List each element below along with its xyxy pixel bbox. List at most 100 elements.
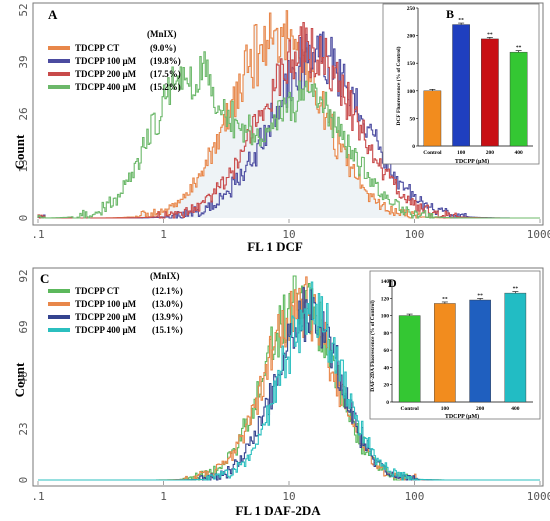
legend-mnix-value: (17.5%) — [150, 69, 181, 79]
legend-mnix-value: (12.1%) — [152, 286, 183, 296]
panel-d-label: D — [388, 276, 397, 290]
y-tick-label: 50 — [410, 116, 416, 122]
histogram-series-line — [37, 10, 540, 219]
legend-mnix-value: (19.8%) — [150, 56, 181, 66]
bar — [452, 24, 470, 147]
legend-mnix-value: (15.1%) — [152, 325, 183, 335]
panel-d-bar-chart: D DAF-2DA Fluorescence (% of Control) TD… — [369, 270, 541, 420]
bar — [504, 292, 527, 403]
category-label: 400 — [515, 150, 524, 156]
bar — [509, 51, 528, 147]
panel-a-legend-header: (MnIX) — [147, 29, 177, 39]
category-label: 400 — [511, 406, 520, 412]
y-tick-label: 100 — [407, 89, 416, 95]
panel-a-legend: (MnIX) TDCPP CT (9.0%) TDCPP 100 µM (19.8%)… — [48, 29, 181, 92]
y-tick-label: 80 — [384, 331, 390, 337]
y-tick-label: 46 — [17, 371, 30, 384]
legend-series-name: TDCPP 400 µM — [75, 82, 137, 92]
x-tick-label: 1 — [160, 490, 167, 503]
x-tick-label: 1 — [160, 228, 167, 241]
panel-d-xlabel: TDCPP (µM) — [445, 413, 479, 420]
category-label: 200 — [476, 406, 485, 412]
legend-mnix-value: (9.0%) — [150, 43, 176, 53]
y-tick-label: 23 — [17, 422, 30, 435]
significance-label: ** — [442, 296, 448, 302]
legend-mnix-value: (13.0%) — [152, 299, 183, 309]
legend-series-name: TDCPP 100 µM — [75, 299, 137, 309]
y-tick-label: 20 — [384, 383, 390, 389]
legend-mnix-value: (13.9%) — [152, 312, 183, 322]
panel-a-ylabel: Count — [12, 134, 27, 169]
panel-d-plot-area: 0 20 40 60 80 100 120 140 Control ** 100 ** 200 ** 400 — [381, 279, 533, 412]
x-tick-label: 100 — [405, 228, 425, 241]
significance-label: ** — [516, 45, 522, 51]
legend-series-name: TDCPP 200 µM — [75, 312, 137, 322]
y-tick-label: 40 — [384, 365, 390, 371]
legend-series-name: TDCPP 200 µM — [75, 69, 137, 79]
panel-a-plot-area — [37, 10, 540, 219]
panel-d-ylabel: DAF-2DA Fluorescence (% of Control) — [369, 300, 376, 392]
bar — [423, 90, 442, 147]
panel-c-x-ticks: .1 1 10 100 1000 — [31, 481, 550, 503]
panel-b-plot-area: 0 50 100 150 200 250 Control ** 100 ** 200 ** 400 — [407, 6, 533, 156]
histogram-series-line — [37, 51, 540, 219]
y-tick-label: 39 — [17, 55, 30, 68]
category-label: 100 — [441, 406, 450, 412]
legend-series-name: TDCPP 400 µM — [75, 325, 137, 335]
category-label: Control — [423, 150, 442, 156]
bar — [469, 299, 491, 403]
histogram-series-line — [38, 281, 540, 481]
y-tick-label: 150 — [407, 61, 416, 67]
x-tick-label: 100 — [405, 490, 425, 503]
significance-label: ** — [487, 32, 493, 38]
panel-a-label: A — [48, 7, 58, 22]
bar — [398, 315, 421, 403]
bar — [481, 38, 499, 147]
panel-a-xlabel: FL 1 DCF — [247, 239, 303, 254]
panel-c-ylabel: Count — [12, 362, 27, 397]
y-tick-label: 0 — [386, 400, 389, 406]
y-tick-label: 0 — [17, 477, 30, 484]
y-tick-label: 100 — [381, 314, 390, 320]
legend-series-name: TDCPP CT — [75, 286, 119, 296]
y-tick-label: 250 — [407, 6, 416, 12]
y-tick-label: 120 — [381, 296, 390, 302]
x-tick-label: 1000 — [527, 490, 550, 503]
y-tick-label: 60 — [384, 348, 390, 354]
panel-a-y-ticks: 0 13 26 39 52 — [17, 3, 30, 221]
significance-label: ** — [477, 293, 483, 299]
x-tick-label: 10 — [282, 228, 295, 241]
histogram-fill — [38, 10, 540, 219]
panel-c-legend: (MnIX) TDCPP CT (12.1%) TDCPP 100 µM (13.0%… — [48, 271, 183, 335]
category-label: 200 — [486, 150, 495, 156]
x-tick-label: .1 — [31, 490, 44, 503]
significance-label: ** — [513, 286, 519, 292]
panel-c-y-ticks: 0 23 46 69 92 — [17, 269, 30, 483]
panel-b-bar-chart: B DCF Fluorescence (% of Control) TDCPP … — [382, 3, 540, 165]
panel-c-xlabel: FL 1 DAF-2DA — [235, 503, 321, 518]
legend-series-name: TDCPP CT — [75, 43, 119, 53]
panel-c-legend-header: (MnIX) — [150, 271, 180, 281]
panel-c-label: C — [40, 271, 49, 286]
x-tick-label: 1000 — [527, 228, 550, 241]
panel-b-ylabel: DCF Fluorescence (% of Control) — [395, 46, 402, 125]
panel-b-label: B — [446, 7, 454, 21]
category-label: Control — [401, 406, 420, 412]
y-tick-label: 52 — [17, 3, 30, 16]
y-tick-label: 26 — [17, 107, 30, 120]
legend-mnix-value: (15.2%) — [150, 82, 181, 92]
significance-label: ** — [458, 18, 464, 24]
y-tick-label: 140 — [381, 279, 390, 285]
y-tick-label: 200 — [407, 34, 416, 40]
y-tick-label: 0 — [17, 215, 30, 222]
bar — [434, 303, 456, 403]
x-tick-label: .1 — [31, 228, 44, 241]
y-tick-label: 92 — [17, 269, 30, 282]
panel-b-xlabel: TDCPP (µM) — [455, 158, 489, 165]
category-label: 100 — [457, 150, 466, 156]
legend-series-name: TDCPP 100 µM — [75, 56, 137, 66]
x-tick-label: 10 — [282, 490, 295, 503]
panel-c-plot-area — [38, 275, 540, 481]
y-tick-label: 69 — [17, 320, 30, 333]
